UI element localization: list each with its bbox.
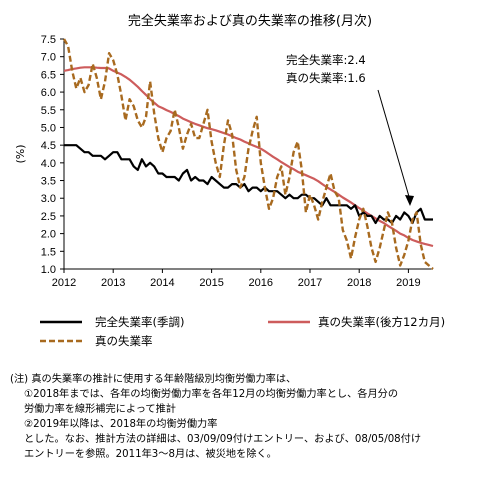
note-line: エントリーを参照。2011年3～8月は、被災地を除く。 bbox=[24, 449, 277, 460]
legend: 完全失業率(季調) 真の失業率(後方12カ月) 真の失業率 bbox=[40, 315, 445, 348]
y-tick-label: 1.0 bbox=[41, 264, 56, 276]
x-tick-label: 2014 bbox=[150, 277, 174, 289]
x-tick-label: 2017 bbox=[298, 277, 322, 289]
note-line: ②2019年以降は、2018年の均衡労働力率 bbox=[24, 419, 218, 430]
legend-label: 完全失業率(季調) bbox=[95, 315, 184, 329]
chart-title: 完全失業率および真の失業率の推移(月次) bbox=[127, 14, 373, 29]
note-line: 労働力率を線形補完によって推計 bbox=[24, 404, 176, 415]
series-line bbox=[64, 144, 433, 225]
series-line bbox=[62, 38, 434, 270]
annotation-arrowhead bbox=[405, 195, 414, 206]
y-tick-label: 5.0 bbox=[41, 122, 56, 134]
y-tick-label: 5.5 bbox=[41, 105, 56, 117]
y-tick-label: 3.5 bbox=[41, 176, 56, 188]
footnotes: (注) 真の失業率の推計に使用する年齢階級別均衡労働力率は、 ①2018年までは… bbox=[10, 372, 495, 462]
y-tick-label: 7.5 bbox=[41, 34, 56, 46]
y-tick-label: 2.5 bbox=[41, 211, 56, 223]
y-tick-label: 7.0 bbox=[41, 52, 56, 64]
annotations: 完全失業率:2.4 真の失業率:1.6 bbox=[286, 53, 414, 206]
x-tick-label: 2016 bbox=[249, 277, 273, 289]
x-tick-label: 2012 bbox=[52, 277, 76, 289]
x-tick-label: 2013 bbox=[101, 277, 125, 289]
x-tick-label: 2018 bbox=[347, 277, 371, 289]
axes: 7.5 7.0 6.5 6.0 5.5 5.0 4.5 4.0 3.5 3.0 2.5 2.0 1.5 1… bbox=[14, 34, 433, 289]
annotation-label: 真の失業率:1.6 bbox=[286, 71, 366, 85]
annotation-label: 完全失業率:2.4 bbox=[286, 53, 366, 67]
note-line: ①2018年までは、各年の均衡労働力率を各年12月の均衡労働力率とし、各月分の bbox=[24, 389, 399, 400]
legend-label: 真の失業率 bbox=[95, 334, 153, 348]
x-tick-label: 2019 bbox=[396, 277, 420, 289]
y-tick-label: 1.5 bbox=[41, 246, 56, 258]
series-lines bbox=[62, 38, 434, 270]
y-tick-label: 3.0 bbox=[41, 193, 56, 205]
annotation-arrow bbox=[377, 89, 411, 201]
y-axis-label: (%) bbox=[14, 144, 27, 163]
legend-label: 真の失業率(後方12カ月) bbox=[318, 315, 445, 329]
y-tick-label: 4.5 bbox=[41, 140, 56, 152]
note-line: (注) 真の失業率の推計に使用する年齢階級別均衡労働力率は、 bbox=[10, 374, 297, 385]
y-tick-label: 2.0 bbox=[41, 229, 56, 241]
y-tick-label: 6.5 bbox=[41, 69, 56, 81]
x-tick-label: 2015 bbox=[199, 277, 223, 289]
y-tick-label: 6.0 bbox=[41, 87, 56, 99]
note-line: とした。なお、推計方法の詳細は、03/09/09付けエントリー、および、08/0… bbox=[24, 434, 422, 445]
y-tick-label: 4.0 bbox=[41, 158, 56, 170]
